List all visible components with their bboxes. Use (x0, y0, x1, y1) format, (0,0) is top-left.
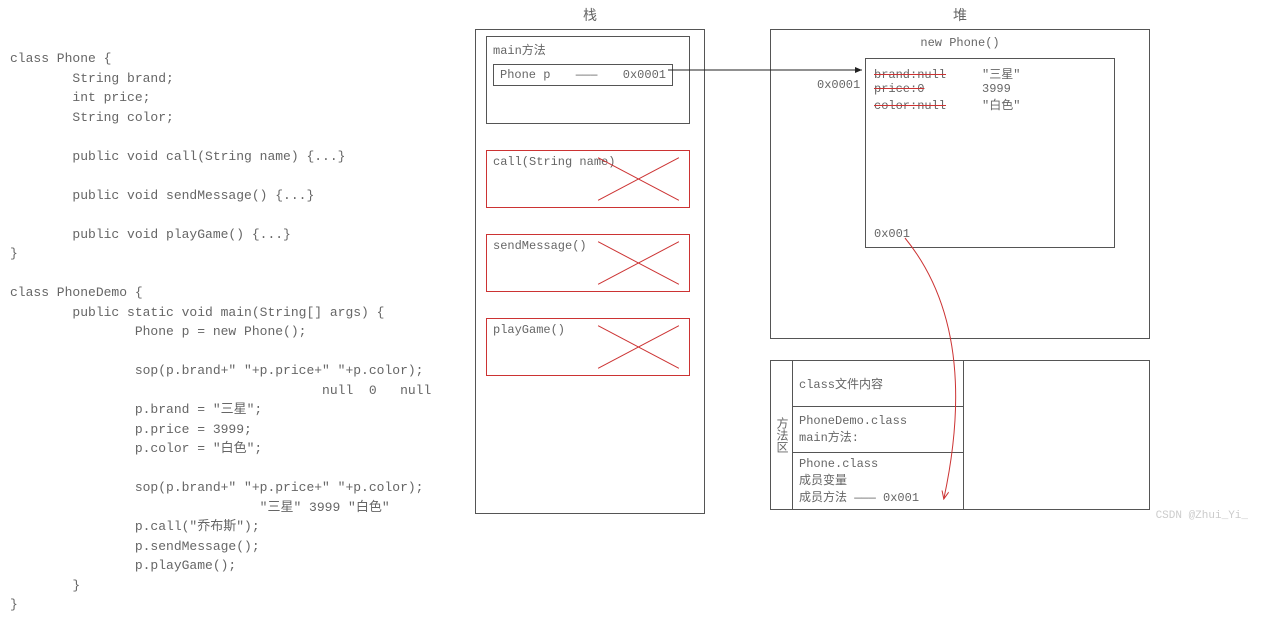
field-init: brand:null (874, 68, 946, 82)
field-val: "三星" (982, 68, 1020, 82)
watermark: CSDN @Zhui_Yi_ (1156, 510, 1248, 522)
heap-box: new Phone() 0x0001 brand:null "三星" price… (770, 29, 1150, 339)
method-addr: 0x001 (883, 491, 919, 505)
stack-frame-label: sendMessage() (493, 239, 587, 253)
method-area-column: 方法区 class文件内容 PhoneDemo.class main方法: Ph… (770, 360, 1150, 510)
field-val: "白色" (982, 99, 1020, 113)
stack-label: 栈 (475, 5, 705, 25)
class-file-header: class文件内容 (793, 361, 963, 407)
var-line-icon: ——— (576, 68, 598, 82)
field-row: price:0 3999 (874, 82, 1106, 96)
main-frame-title: main方法 (493, 41, 683, 58)
object-box: brand:null "三星" price:0 3999 color:null … (865, 58, 1115, 248)
stack-frame-label: playGame() (493, 323, 565, 337)
field-val: 3999 (982, 82, 1011, 96)
stack-column: 栈 main方法 Phone p ——— 0x0001 call(String … (475, 5, 705, 514)
demo-class: PhoneDemo.class (799, 414, 957, 428)
stack-frame-label: call(String name) (493, 155, 615, 169)
main-method: main方法: (799, 428, 957, 445)
field-init: color:null (874, 99, 946, 113)
stack-box: main方法 Phone p ——— 0x0001 call(String na… (475, 29, 705, 514)
members: 成员变量 (799, 471, 957, 488)
heap-title: new Phone() (771, 36, 1149, 50)
method-ptr: 0x001 (874, 227, 910, 241)
demo-class-row: PhoneDemo.class main方法: (793, 407, 963, 453)
stack-frame-send: sendMessage() (486, 234, 690, 292)
var-addr: 0x0001 (623, 68, 666, 82)
methods: 成员方法 (799, 491, 847, 505)
phone-class: Phone.class (799, 457, 957, 471)
code-block: class Phone { String brand; int price; S… (10, 10, 460, 634)
main-frame: main方法 Phone p ——— 0x0001 (486, 36, 690, 124)
method-area-box: 方法区 class文件内容 PhoneDemo.class main方法: Ph… (770, 360, 1150, 510)
var-name: Phone p (500, 68, 550, 82)
methods-line: 成员方法 ——— 0x001 (799, 488, 957, 505)
heap-column: 堆 new Phone() 0x0001 brand:null "三星" pri… (770, 5, 1150, 339)
field-row: brand:null "三星" (874, 65, 1106, 82)
method-area-label: 方法区 (771, 361, 793, 509)
method-area-left: class文件内容 PhoneDemo.class main方法: Phone.… (793, 361, 963, 509)
field-init: price:0 (874, 82, 924, 96)
var-box: Phone p ——— 0x0001 (493, 64, 673, 86)
method-area-right (963, 361, 1149, 509)
stack-frame-play: playGame() (486, 318, 690, 376)
heap-addr-in: 0x0001 (817, 78, 860, 92)
field-row: color:null "白色" (874, 96, 1106, 113)
code-text: class Phone { String brand; int price; S… (10, 49, 460, 615)
phone-class-row: Phone.class 成员变量 成员方法 ——— 0x001 (793, 453, 963, 509)
stack-frame-call: call(String name) (486, 150, 690, 208)
heap-label: 堆 (770, 5, 1150, 25)
